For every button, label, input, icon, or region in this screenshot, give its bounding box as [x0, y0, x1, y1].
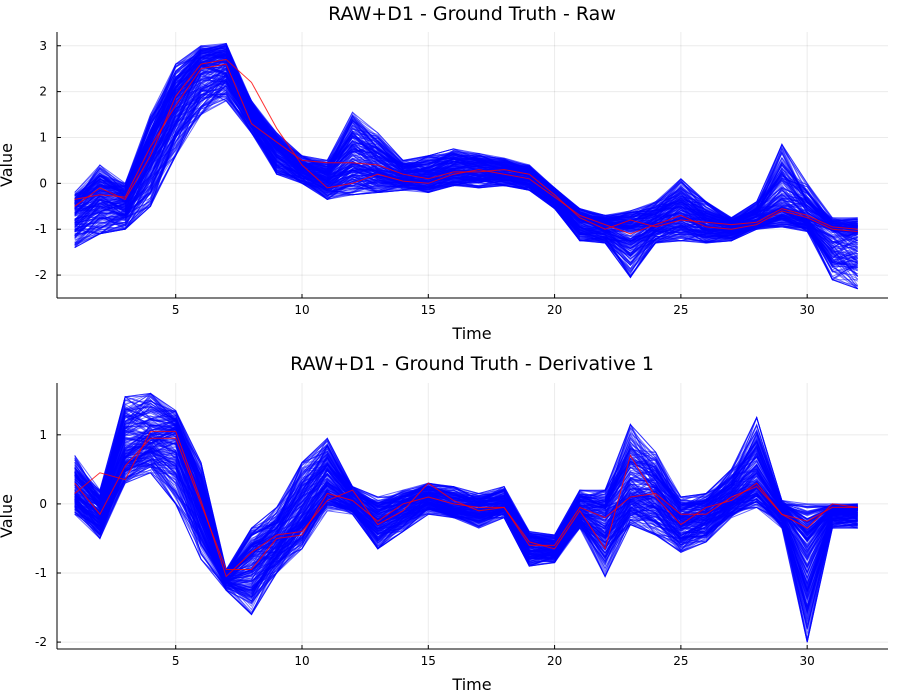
ensemble-envelope [74, 42, 858, 219]
ensemble-line [74, 62, 858, 241]
y-tick-label: -1 [35, 222, 47, 236]
y-tick-label: 1 [39, 428, 47, 442]
y-tick-label: 3 [39, 39, 47, 53]
ensemble-line [74, 69, 858, 260]
ensemble-line [74, 73, 858, 268]
y-tick-label: 0 [39, 497, 47, 511]
panel-derivative: RAW+D1 - Ground Truth - Derivative 1 Tim… [0, 353, 888, 694]
highlight-line [74, 437, 858, 570]
panel-raw: RAW+D1 - Ground Truth - Raw Time Value 5… [0, 3, 888, 343]
ensemble-envelope [74, 472, 858, 643]
ensemble-line [74, 67, 858, 232]
x-tick-label: 5 [172, 654, 180, 668]
chart-title: RAW+D1 - Ground Truth - Derivative 1 [290, 353, 654, 375]
y-tick-label: -2 [35, 635, 47, 649]
x-tick-label: 5 [172, 303, 180, 317]
ensemble-line [74, 88, 859, 277]
ensemble-line [74, 402, 858, 572]
x-axis-label: Time [451, 675, 491, 694]
y-axis-label: Value [0, 143, 16, 187]
y-tick-label: -2 [35, 268, 47, 282]
ensemble-line [74, 74, 858, 251]
ensemble-line [74, 460, 858, 597]
y-axis-label: Value [0, 494, 16, 538]
chart-title: RAW+D1 - Ground Truth - Raw [328, 3, 616, 25]
ensemble-line [74, 450, 858, 626]
x-tick-label: 10 [294, 303, 309, 317]
x-tick-label: 25 [673, 303, 688, 317]
y-tick-label: 0 [39, 176, 47, 190]
ensemble-line [74, 78, 858, 267]
ensemble-line [74, 55, 858, 228]
y-tick-label: -1 [35, 566, 47, 580]
ensemble-line [74, 93, 858, 290]
ensemble-envelope [74, 392, 858, 571]
x-tick-label: 20 [547, 654, 562, 668]
x-axis-label: Time [451, 324, 491, 343]
ensemble-line [74, 449, 858, 592]
ensemble-line [74, 99, 858, 281]
ensemble-lines [74, 392, 858, 643]
ensemble-lines [74, 42, 859, 290]
ensemble-line [74, 78, 858, 272]
x-tick-label: 20 [547, 303, 562, 317]
ensemble-line [74, 399, 858, 576]
x-tick-label: 30 [800, 654, 815, 668]
ensemble-line [74, 91, 858, 275]
ensemble-line [74, 50, 858, 226]
x-tick-label: 25 [673, 654, 688, 668]
ensemble-envelope [74, 100, 858, 290]
ensemble-line [74, 98, 858, 275]
x-tick-label: 15 [421, 654, 436, 668]
highlight-line [74, 63, 858, 230]
ensemble-line [74, 428, 858, 576]
x-tick-label: 30 [800, 303, 815, 317]
ensemble-line [74, 64, 858, 244]
x-tick-label: 15 [421, 303, 436, 317]
x-tick-label: 10 [294, 654, 309, 668]
ensemble-line [74, 51, 858, 231]
ensemble-line [74, 51, 858, 232]
ensemble-line [74, 47, 858, 226]
y-tick-label: 2 [39, 85, 47, 99]
y-tick-label: 1 [39, 130, 47, 144]
